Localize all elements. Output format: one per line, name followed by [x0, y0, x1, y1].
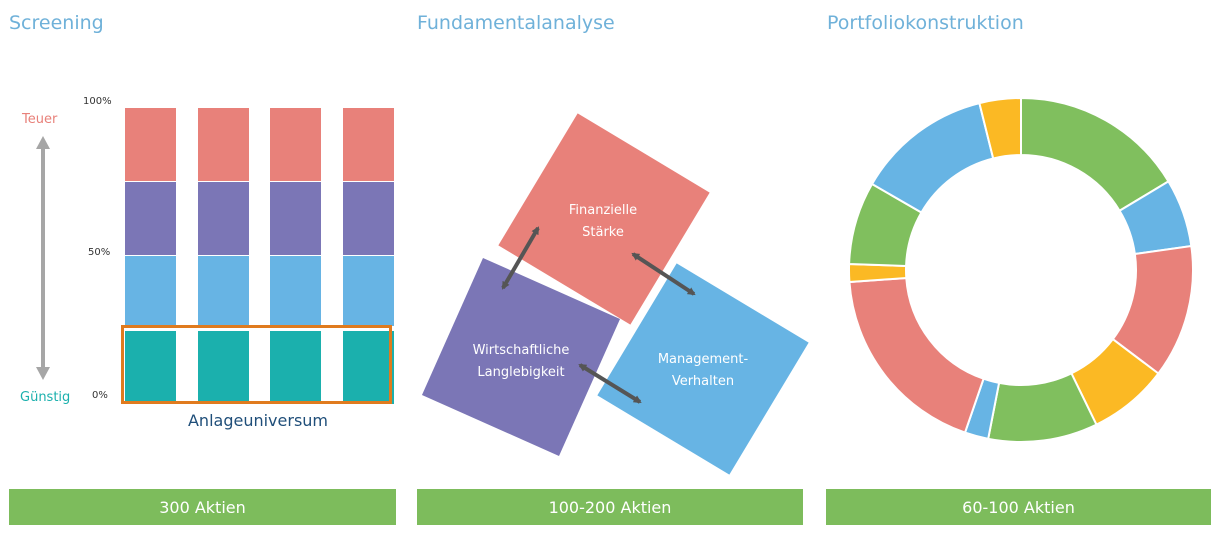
panel-title-fundamental: Fundamentalanalyse — [417, 12, 615, 34]
panel-title-screening: Screening — [9, 12, 104, 34]
bar-3-segment-upper-mid — [270, 182, 321, 255]
pct-0: 0% — [92, 390, 108, 401]
bar-1-segment-upper-mid — [125, 182, 176, 255]
bar-3-segment-expensive — [270, 108, 321, 181]
durability-line1: Wirtschaftliche — [472, 343, 570, 358]
financial-line1: Finanzielle — [568, 203, 638, 218]
footer-portfolio: 60-100 Aktien — [826, 489, 1211, 525]
footer-fundamental: 100-200 Aktien — [417, 489, 803, 525]
management-line2: Verhalten — [671, 374, 735, 389]
bar-4-segment-upper-mid — [343, 182, 394, 255]
bar-1-segment-lower-mid — [125, 256, 176, 326]
bar-4-segment-expensive — [343, 108, 394, 181]
arrow-financial-management — [631, 252, 696, 296]
bar-1-segment-expensive — [125, 108, 176, 181]
donut-segment-8 — [848, 262, 908, 284]
valuation-arrow — [36, 136, 50, 380]
box-financial-strength-text: Finanzielle Stärke — [548, 200, 658, 244]
portfolio-donut — [848, 96, 1194, 443]
bar-2-segment-lower-mid — [198, 256, 249, 326]
bar-2-segment-upper-mid — [198, 182, 249, 255]
pct-50: 50% — [88, 247, 111, 258]
bar-2-segment-cheap — [198, 331, 249, 404]
arrow-durability-management — [578, 363, 642, 404]
universe-label: Anlageuniversum — [187, 411, 328, 430]
universe-highlight-box — [121, 325, 392, 404]
donut-segment-7 — [848, 276, 985, 434]
footer-screening: 300 Aktien — [9, 489, 396, 525]
label-expensive: Teuer — [22, 112, 58, 127]
management-line1: Management- — [657, 352, 749, 367]
bar-1-segment-cheap — [125, 331, 176, 404]
financial-line2: Stärke — [582, 225, 624, 240]
box-management-behavior-text: Management- Verhalten — [643, 349, 763, 393]
bar-3-segment-lower-mid — [270, 256, 321, 326]
arrow-financial-durability — [501, 226, 540, 290]
pct-100: 100% — [83, 96, 112, 107]
box-economic-durability-text: Wirtschaftliche Langlebigkeit — [446, 340, 596, 384]
panel-title-portfolio: Portfoliokonstruktion — [827, 12, 1024, 34]
bar-4-segment-cheap — [343, 331, 394, 404]
donut-segment-11 — [978, 96, 1022, 160]
bar-3-segment-cheap — [270, 331, 321, 404]
durability-line2: Langlebigkeit — [477, 365, 565, 380]
label-cheap: Günstig — [20, 390, 71, 405]
bar-2-segment-expensive — [198, 108, 249, 181]
bar-4-segment-lower-mid — [343, 256, 394, 326]
